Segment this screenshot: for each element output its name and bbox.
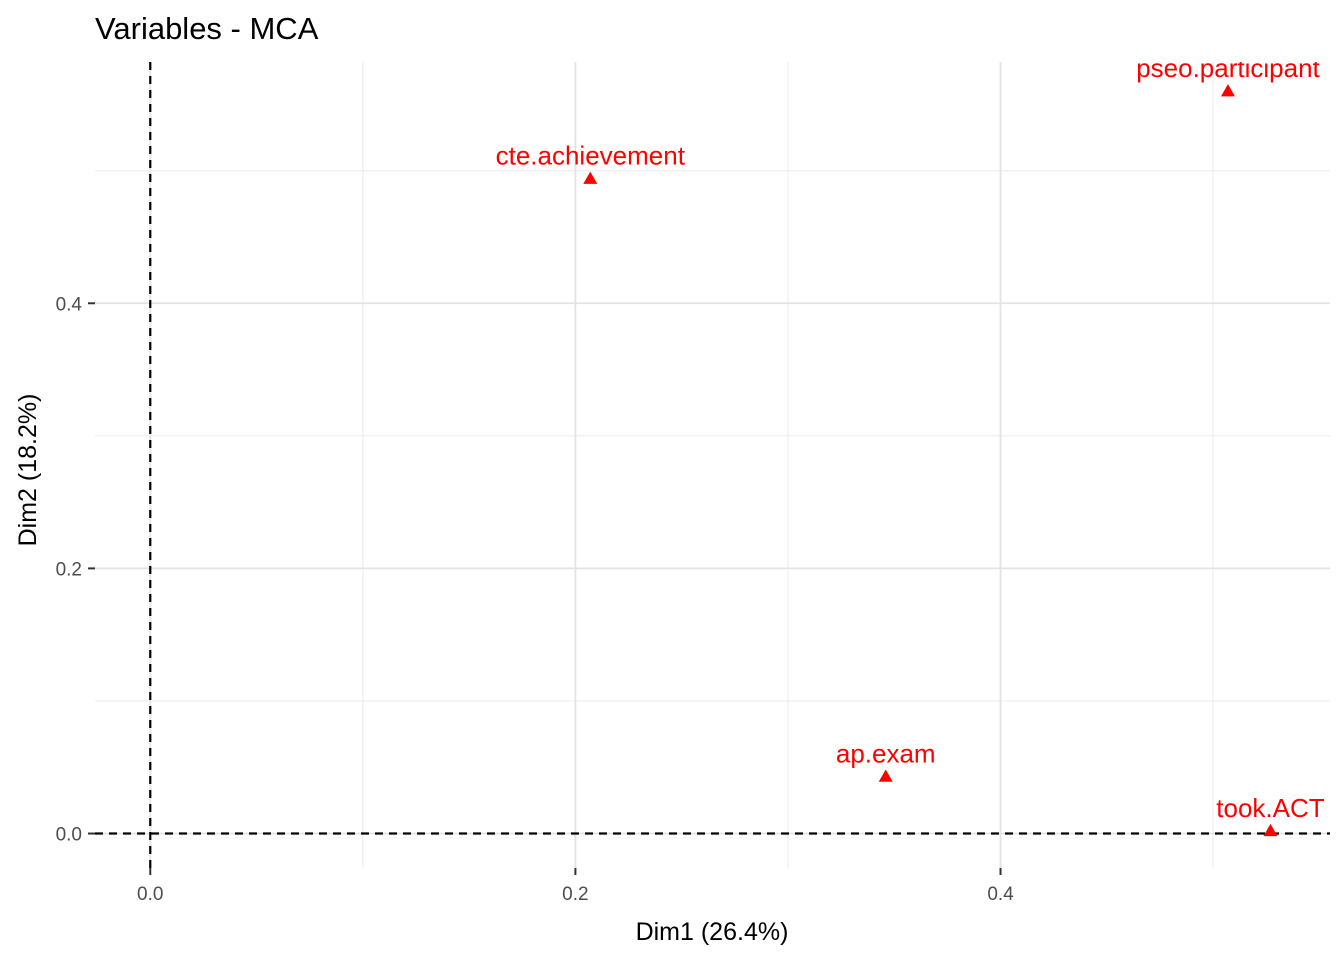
y-tick-label: 0.2: [56, 559, 82, 580]
data-points: cte.achievement pseo.participant ap.exam to…: [496, 53, 1325, 837]
y-axis: 0.0 0.2 0.4: [56, 294, 95, 846]
x-axis: 0.0 0.2 0.4: [137, 868, 1014, 905]
chart-title: Variables - MCA: [95, 11, 319, 46]
x-tick-label: 0.4: [987, 884, 1014, 905]
point-marker-took-ACT: [1263, 823, 1278, 837]
point-label-took-ACT: took.ACT: [1216, 793, 1324, 823]
y-axis-title: Dim2 (18.2%): [14, 394, 42, 547]
point-marker-pseo-participant: [1220, 84, 1235, 97]
reference-lines: [95, 62, 1330, 868]
minor-grid: [95, 62, 1330, 868]
point-label-pseo-participant: pseo.participant: [1136, 53, 1320, 83]
x-axis-title: Dim1 (26.4%): [636, 918, 789, 946]
point-label-ap-exam: ap.exam: [836, 739, 936, 769]
point-label-cte-achievement: cte.achievement: [496, 141, 686, 171]
x-tick-label: 0.0: [137, 884, 163, 905]
major-grid: [95, 62, 1330, 868]
y-tick-label: 0.0: [56, 825, 82, 846]
y-tick-label: 0.4: [56, 294, 83, 315]
point-marker-ap-exam: [878, 769, 893, 782]
x-tick-label: 0.2: [562, 884, 588, 905]
point-marker-cte-achievement: [583, 171, 598, 184]
